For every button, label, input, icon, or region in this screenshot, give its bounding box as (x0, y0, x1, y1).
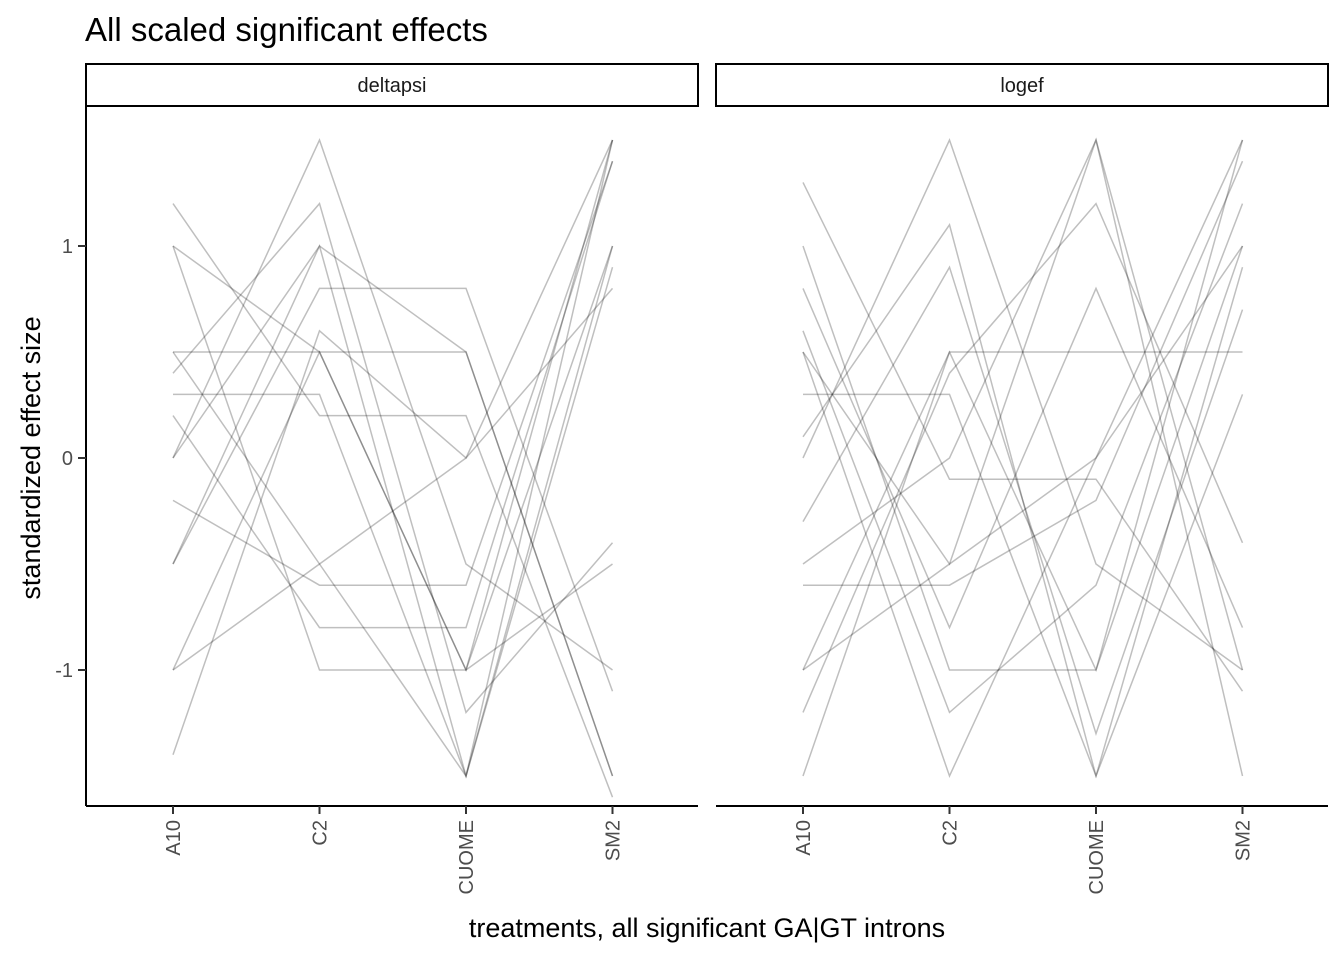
chart-title: All scaled significant effects (85, 11, 488, 48)
x-tick-label: SM2 (603, 820, 625, 861)
series-line (172, 203, 614, 798)
series-line (802, 265, 1244, 736)
series-line (172, 202, 614, 714)
series-line (803, 160, 1244, 586)
series-line (802, 245, 1244, 671)
series-line (172, 137, 613, 671)
series-line (803, 266, 1244, 779)
y-tick-label: -1 (55, 660, 73, 682)
series-line (802, 351, 1243, 777)
series-line (172, 287, 614, 756)
series-line (172, 244, 614, 777)
y-tick-label: 0 (62, 448, 73, 470)
series-line (172, 139, 614, 778)
panel-logef: logef A10 C2 CUOME SM2 (715, 63, 1329, 894)
strip-box (715, 63, 1329, 107)
x-tick-label: C2 (940, 820, 962, 846)
panel-deltapsi: deltapsi A10 C2 CUOME SM2 -1 0 1 (55, 63, 699, 894)
x-tick-label: A10 (793, 820, 815, 856)
series-line (802, 223, 1244, 779)
series-line (802, 245, 1244, 779)
x-tick-label: A10 (163, 820, 185, 856)
series-line (802, 139, 1244, 673)
series-line (172, 160, 614, 629)
series-line (802, 202, 1244, 713)
series-line (173, 266, 614, 779)
series-lines (802, 137, 1244, 779)
series-line (172, 160, 614, 586)
y-tick-label: 1 (62, 236, 73, 258)
x-tick-label: SM2 (1233, 820, 1255, 861)
series-line (172, 245, 614, 671)
series-line (802, 286, 1244, 630)
series-line (172, 245, 613, 672)
x-tick-label: CUOME (1086, 820, 1108, 894)
strip-box (85, 63, 699, 107)
series-line (172, 139, 614, 671)
x-tick-label: C2 (310, 820, 332, 846)
strip-label: deltapsi (358, 75, 427, 97)
x-tick-label: CUOME (456, 820, 478, 894)
y-axis-title: standardized effect size (16, 316, 46, 599)
series-line (173, 351, 614, 777)
series-line (802, 137, 1244, 671)
series-line (802, 137, 1243, 671)
x-axis-title: treatments, all significant GA|GT intron… (469, 913, 945, 943)
strip-label: logef (1000, 75, 1044, 97)
series-line (172, 139, 614, 673)
series-line (802, 139, 1244, 671)
series-line (172, 287, 614, 692)
panels-group: deltapsi A10 C2 CUOME SM2 -1 0 1 logef A10 C2 CUOME… (55, 63, 1329, 894)
series-lines (172, 137, 614, 798)
series-line (802, 182, 1244, 692)
series-line (802, 203, 1244, 714)
series-line (172, 243, 614, 779)
series-line (802, 137, 1244, 777)
